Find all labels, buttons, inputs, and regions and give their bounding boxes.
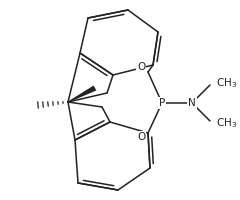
Text: N: N (188, 98, 196, 108)
Polygon shape (68, 86, 96, 102)
Text: O: O (137, 132, 145, 142)
Text: CH$_3$: CH$_3$ (216, 116, 237, 130)
Text: CH$_3$: CH$_3$ (216, 76, 237, 90)
Text: O: O (137, 62, 145, 72)
Text: P: P (159, 98, 165, 108)
